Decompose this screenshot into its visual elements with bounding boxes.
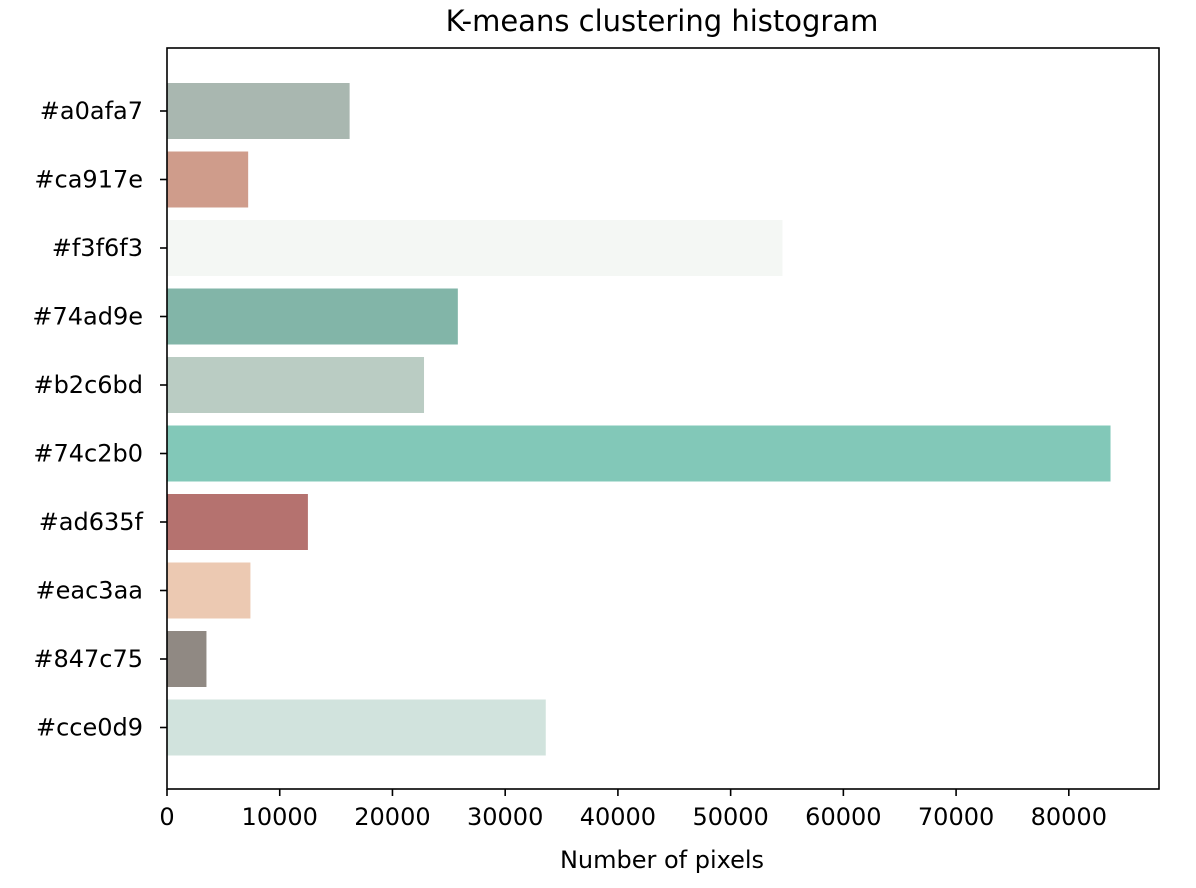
x-axis-ticks: 0 10000 20000 30000 40000 50000 60000 70000 8000… [159,789,1107,831]
x-tick-label: 80000 [1031,803,1107,831]
y-tick-label: #847c75 [33,645,143,673]
x-tick-label: 50000 [692,803,768,831]
x-tick-label: 30000 [467,803,543,831]
x-tick-label: 40000 [580,803,656,831]
x-tick-label: 0 [159,803,174,831]
y-tick-label: #cce0d9 [36,714,143,742]
y-tick-label: #ad635f [39,508,144,536]
y-tick-label: #f3f6f3 [52,234,143,262]
y-axis-ticks: #a0afa7 #ca917e #f3f6f3 #74ad9e #b2c6bd #74c2… [32,97,167,742]
bar-cce0d9 [167,699,546,756]
x-axis-label: Number of pixels [560,846,764,874]
plot-frame [166,47,1160,790]
bar-b2c6bd [167,357,425,413]
bar-a0afa7 [167,83,350,139]
y-tick-label: #eac3aa [36,577,143,605]
y-tick-label: #b2c6bd [33,371,143,399]
bar-ca917e [167,151,249,208]
bar-f3f6f3 [167,220,783,276]
y-tick-label: #74ad9e [32,303,143,331]
y-tick-label: #ca917e [34,166,143,194]
bar-847c75 [167,631,207,687]
x-tick-label: 10000 [242,803,318,831]
x-tick-label: 70000 [918,803,994,831]
x-tick-label: 20000 [354,803,430,831]
bar-eac3aa [167,562,251,619]
x-tick-label: 60000 [805,803,881,831]
bar-74ad9e [167,288,458,345]
bars-layer [167,83,1111,756]
chart-title: K-means clustering histogram [446,4,879,38]
bar-ad635f [167,494,308,550]
bar-74c2b0 [167,425,1111,482]
y-tick-label: #74c2b0 [33,440,143,468]
y-tick-label: #a0afa7 [40,97,143,125]
